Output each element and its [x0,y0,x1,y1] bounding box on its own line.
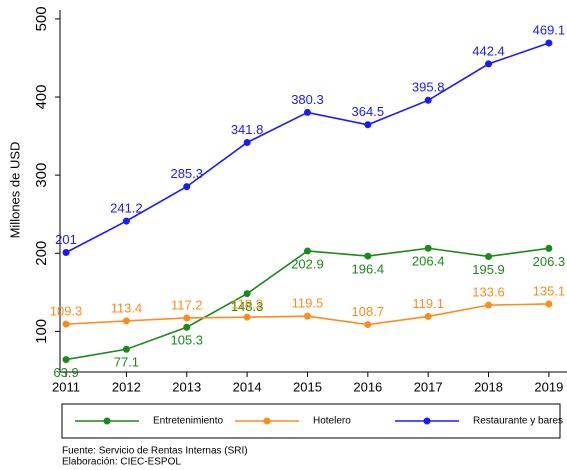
data-label: 469.1 [533,22,566,37]
data-label: 108.7 [352,304,385,319]
legend-label: Hotelero [313,416,351,427]
data-label: 364.5 [352,104,385,119]
data-label: 109.3 [50,304,83,319]
data-label: 201 [55,232,77,247]
point [122,317,130,325]
point [545,244,553,252]
y-tick-label: 400 [33,85,50,110]
point [183,314,191,322]
data-label: 285.3 [170,166,203,181]
data-label: 119.5 [292,296,324,311]
point [364,252,372,260]
point [122,345,130,353]
y-tick-label: 500 [33,6,50,31]
x-tick-label: 2013 [172,379,201,394]
point [545,39,553,47]
point [243,290,251,298]
point [364,321,372,329]
point [62,248,70,256]
x-tick-label: 2015 [293,379,322,394]
data-label: 135.1 [533,283,566,298]
point [424,96,432,104]
x-tick-label: 2017 [414,379,443,394]
legend-box [61,403,561,439]
data-label: 202.9 [291,256,324,271]
y-axis-label: Millones de USD [7,142,22,239]
point [364,121,372,129]
data-label: 395.8 [412,80,445,95]
point [122,217,130,225]
data-label: 442.4 [472,43,505,58]
data-label: 206.3 [533,254,566,269]
point [303,312,311,320]
data-label: 341.8 [231,122,264,137]
data-label: 241.2 [110,201,143,216]
data-label: 113.4 [111,300,143,315]
data-label: 196.4 [352,262,385,277]
point [183,323,191,331]
data-label: 63.9 [53,365,78,380]
legend-marker [263,417,271,425]
data-label: 117.2 [171,297,203,312]
point [485,301,493,309]
point [243,138,251,146]
point [303,108,311,116]
data-label: 380.3 [291,92,324,107]
point [424,312,432,320]
data-label: 119.1 [412,296,444,311]
point [485,252,493,260]
x-tick-label: 2014 [233,379,262,394]
x-tick-label: 2018 [474,379,503,394]
data-label: 195.9 [472,262,505,277]
x-tick-label: 2011 [52,379,80,394]
point [243,313,251,321]
point [303,247,311,255]
y-tick-label: 200 [33,241,50,266]
point [424,244,432,252]
y-tick-label: 300 [33,163,50,188]
data-label: 133.6 [472,285,505,300]
x-tick-label: 2016 [353,379,382,394]
legend-label: Entretenimiento [153,416,223,427]
data-label: 148.3 [231,299,264,314]
data-label: 77.1 [114,355,139,370]
legend-marker [103,417,111,425]
data-label: 105.3 [170,333,203,348]
point [485,60,493,68]
legend-marker [423,417,431,425]
source-note: Fuente: Servicio de Rentas Internas (SRI… [62,446,248,457]
point [62,320,70,328]
point [545,300,553,308]
x-tick-label: 2012 [112,379,141,394]
point [62,356,70,364]
y-tick-label: 100 [33,319,50,344]
x-tick-label: 2019 [534,379,563,394]
legend-label: Restaurante y bares [473,416,563,427]
credit-note: Elaboración: CIEC-ESPOL [62,457,181,468]
point [183,183,191,191]
data-label: 206.4 [412,254,445,269]
data-label: 118.2 [231,297,263,312]
